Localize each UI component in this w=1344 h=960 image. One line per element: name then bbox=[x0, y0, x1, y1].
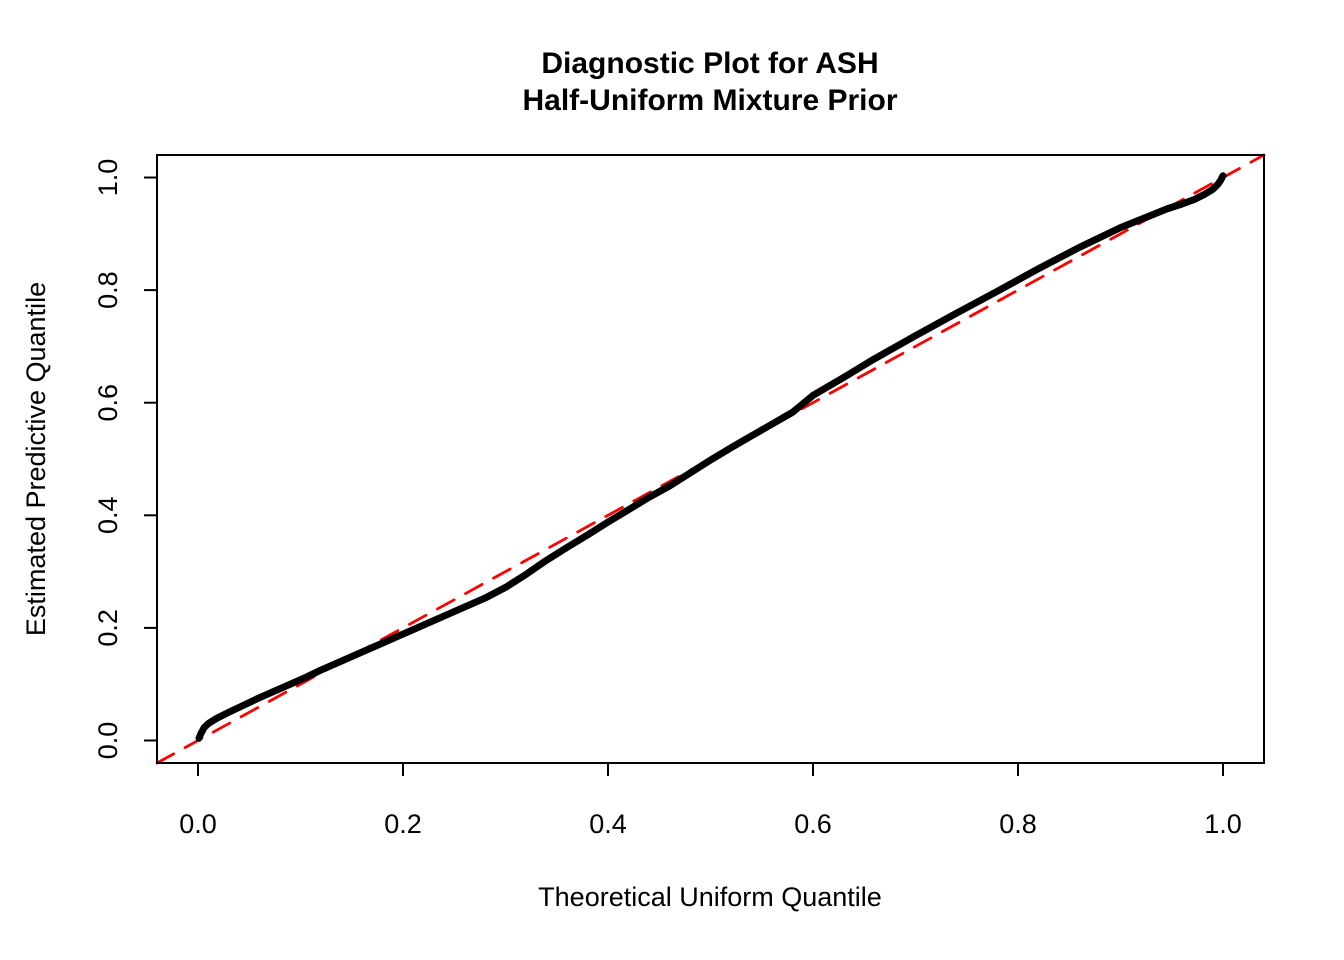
chart-title-line-2: Half-Uniform Mixture Prior bbox=[522, 84, 897, 117]
y-tick-label: 0.4 bbox=[93, 497, 123, 535]
x-tick-label: 0.6 bbox=[794, 809, 832, 839]
x-axis-label: Theoretical Uniform Quantile bbox=[538, 882, 882, 912]
plot-area: 0.0 0.2 0.4 0.6 0.8 1.0 0.0 0.2 0.4 0.6 0.8 1.0 bbox=[93, 153, 1266, 839]
y-tick-label: 1.0 bbox=[93, 159, 123, 197]
chart-title-line-1: Diagnostic Plot for ASH bbox=[541, 47, 878, 80]
x-tick-label: 0.8 bbox=[999, 809, 1037, 839]
x-tick-label: 0.0 bbox=[179, 809, 217, 839]
y-tick-label: 0.8 bbox=[93, 271, 123, 309]
y-tick-label: 0.6 bbox=[93, 384, 123, 422]
x-tick-label: 1.0 bbox=[1204, 809, 1242, 839]
x-tick-label: 0.2 bbox=[384, 809, 422, 839]
quantile-curve bbox=[195, 172, 1227, 742]
plot-box bbox=[156, 154, 1265, 764]
y-axis-label: Estimated Predictive Quantile bbox=[21, 282, 51, 636]
x-tick-label: 0.4 bbox=[589, 809, 627, 839]
y-tick-label: 0.2 bbox=[93, 609, 123, 647]
y-tick-label: 0.0 bbox=[93, 722, 123, 760]
